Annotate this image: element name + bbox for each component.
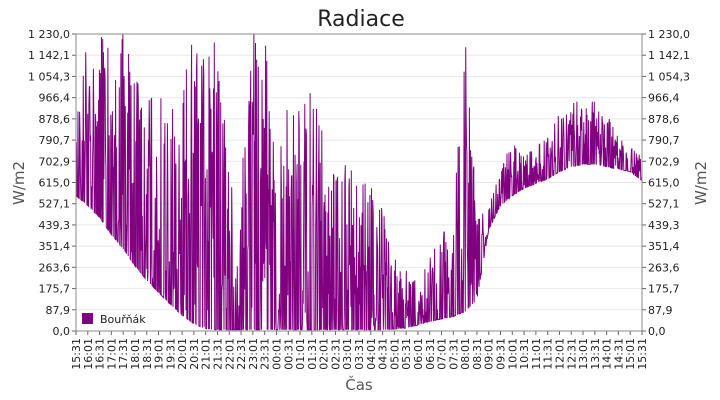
y-tick-label-left: 878,6: [39, 113, 71, 126]
x-tick-label: 07:01: [436, 338, 449, 370]
x-tick-label: 21:31: [212, 338, 225, 370]
y-tick-label-right: 1 142,1: [648, 49, 690, 62]
x-tick-label: 03:31: [353, 338, 366, 370]
x-tick-label: 23:01: [247, 338, 260, 370]
x-tick-label: 01:01: [294, 338, 307, 370]
y-tick-label-right: 966,4: [648, 92, 680, 105]
x-tick-label: 07:31: [447, 338, 460, 370]
x-tick-label: 10:31: [518, 338, 531, 370]
y-tick-label-right: 0,0: [648, 325, 666, 338]
y-tick-label-right: 439,3: [648, 219, 680, 232]
x-tick-label: 20:31: [188, 338, 201, 370]
x-tick-label: 19:31: [164, 338, 177, 370]
x-tick-label: 17:01: [105, 338, 118, 370]
y-tick-label-left: 1 230,0: [28, 28, 70, 41]
x-tick-label: 06:31: [424, 338, 437, 370]
x-tick-label: 13:31: [589, 338, 602, 370]
y-tick-label-left: 1 054,3: [28, 70, 70, 83]
y-tick-label-left: 87,9: [46, 304, 71, 317]
chart-title: Radiace: [317, 7, 404, 32]
y-axis-right: 0,0 87,9 175,7 263,6 351,4 439,3 527,1 615,0 702…: [642, 28, 690, 338]
x-tick-label: 20:01: [176, 338, 189, 370]
x-tick-label: 16:31: [94, 338, 107, 370]
x-tick-label: 04:31: [377, 338, 390, 370]
x-tick-label: 19:01: [153, 338, 166, 370]
x-tick-label: 04:01: [365, 338, 378, 370]
x-tick-label: 05:01: [388, 338, 401, 370]
y-tick-label-left: 702,9: [39, 155, 71, 168]
x-tick-label: 06:01: [412, 338, 425, 370]
x-tick-label: 02:31: [329, 338, 342, 370]
x-tick-label: 16:01: [82, 338, 95, 370]
x-tick-label: 00:01: [270, 338, 283, 370]
x-tick-label: 14:01: [601, 338, 614, 370]
x-tick-label: 18:31: [141, 338, 154, 370]
x-tick-label: 00:31: [282, 338, 295, 370]
plot-frame: [75, 33, 643, 332]
y-tick-label-left: 527,1: [39, 198, 71, 211]
y-tick-label-left: 439,3: [39, 219, 71, 232]
y-tick-label-right: 878,6: [648, 113, 680, 126]
legend-swatch: [82, 313, 93, 324]
x-tick-label: 17:31: [117, 338, 130, 370]
y-tick-label-left: 615,0: [39, 177, 71, 190]
x-tick-label: 12:01: [553, 338, 566, 370]
x-tick-label: 22:31: [235, 338, 248, 370]
x-tick-label: 15:31: [70, 338, 83, 370]
x-tick-label: 18:01: [129, 338, 142, 370]
x-tick-label: 03:01: [341, 338, 354, 370]
x-tick-label: 01:31: [306, 338, 319, 370]
y-axis-label-right: W/m2: [692, 161, 710, 205]
y-tick-label-right: 702,9: [648, 155, 680, 168]
series-line-bournak: [75, 33, 643, 331]
y-tick-label-left: 175,7: [39, 283, 71, 296]
x-axis: 15:3116:0116:3117:0117:3118:0118:3119:01…: [70, 331, 649, 370]
x-tick-label: 11:31: [542, 338, 555, 370]
x-tick-label: 02:01: [318, 338, 331, 370]
series-group: [75, 33, 643, 331]
x-tick-label: 15:01: [624, 338, 637, 370]
x-tick-label: 14:31: [612, 338, 625, 370]
x-tick-label: 23:31: [259, 338, 272, 370]
x-tick-label: 13:01: [577, 338, 590, 370]
x-tick-label: 05:31: [400, 338, 413, 370]
y-tick-label-left: 790,7: [39, 134, 71, 147]
x-tick-label: 12:31: [565, 338, 578, 370]
x-axis-label: Čas: [345, 375, 373, 394]
legend: Bouřňák: [82, 313, 146, 326]
y-tick-label-right: 527,1: [648, 198, 680, 211]
y-axis-label-left: W/m2: [10, 161, 28, 205]
y-tick-label-left: 1 142,1: [28, 49, 70, 62]
y-tick-label-right: 790,7: [648, 134, 680, 147]
y-tick-label-right: 351,4: [648, 240, 680, 253]
y-axis-left: 0,0 87,9 175,7 263,6 351,4 439,3 527,1 615,0 702…: [28, 28, 76, 338]
x-tick-label: 09:01: [483, 338, 496, 370]
y-tick-label-left: 0,0: [53, 325, 71, 338]
x-tick-label: 10:01: [506, 338, 519, 370]
x-tick-label: 11:01: [530, 338, 543, 370]
y-tick-label-left: 263,6: [39, 261, 71, 274]
legend-label: Bouřňák: [100, 313, 146, 326]
y-tick-label-right: 175,7: [648, 283, 680, 296]
x-tick-label: 21:01: [200, 338, 213, 370]
x-tick-label: 08:31: [471, 338, 484, 370]
x-tick-label: 09:31: [495, 338, 508, 370]
x-tick-label: 22:01: [223, 338, 236, 370]
x-tick-label: 15:31: [636, 338, 649, 370]
y-tick-label-right: 87,9: [648, 304, 673, 317]
y-tick-label-right: 615,0: [648, 177, 680, 190]
y-tick-label-left: 351,4: [39, 240, 71, 253]
y-tick-label-right: 263,6: [648, 261, 680, 274]
y-tick-label-left: 966,4: [39, 92, 71, 105]
y-tick-label-right: 1 230,0: [648, 28, 690, 41]
x-tick-label: 08:01: [459, 338, 472, 370]
y-tick-label-right: 1 054,3: [648, 70, 690, 83]
